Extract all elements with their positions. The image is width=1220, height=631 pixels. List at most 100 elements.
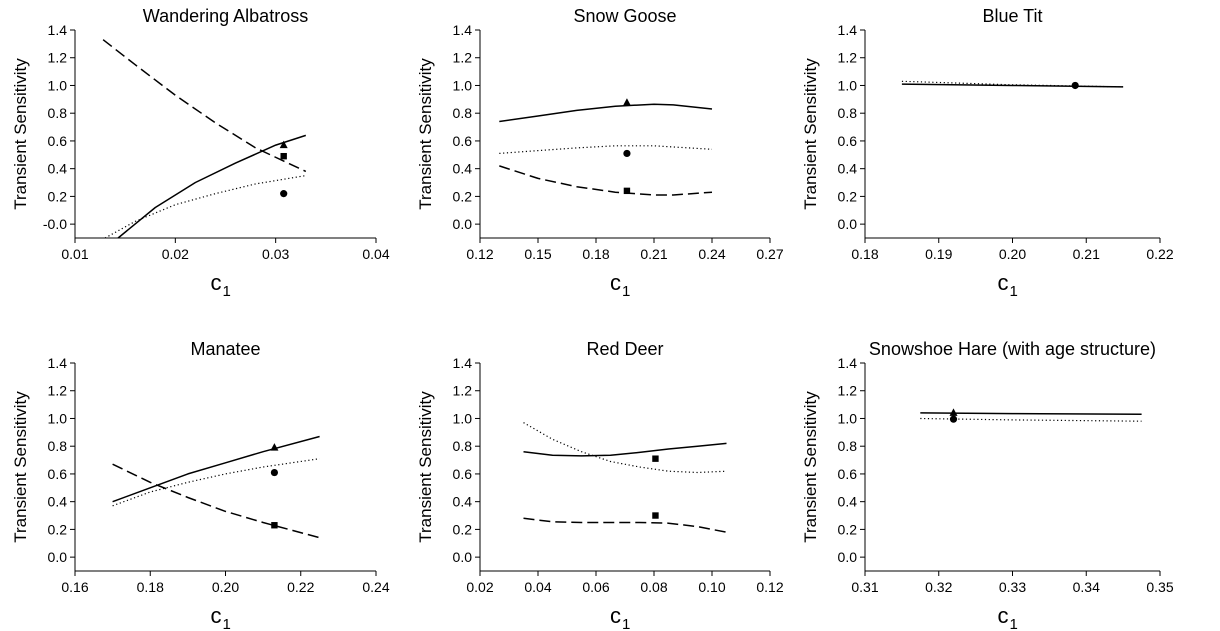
y-tick-label: 1.0 bbox=[838, 77, 858, 93]
y-axis-label: Transient Sensitivity bbox=[801, 391, 820, 543]
x-axis-label-subscript: 1 bbox=[223, 283, 231, 300]
y-tick-label: 1.2 bbox=[453, 383, 473, 399]
marker-triangle bbox=[622, 98, 631, 106]
y-tick-label: 1.0 bbox=[453, 410, 473, 426]
x-axis-label: c bbox=[998, 603, 1009, 628]
y-tick-label: 1.4 bbox=[838, 355, 858, 371]
y-tick-label: 0.2 bbox=[453, 188, 473, 204]
y-tick-label: 0.0 bbox=[838, 216, 858, 232]
y-tick-label: 1.4 bbox=[48, 22, 68, 38]
chart-title: Snow Goose bbox=[573, 6, 676, 26]
y-tick-label: 0.6 bbox=[48, 133, 68, 149]
x-axis-label-subscript: 1 bbox=[1010, 283, 1018, 300]
y-tick-label: 1.2 bbox=[838, 50, 858, 66]
y-tick-label: 0.8 bbox=[838, 105, 858, 121]
y-tick-label: -0.0 bbox=[43, 216, 67, 232]
chart-panel: 0.02 0.04 0.06 0.08 0.10 0.12 0.0 0.2 0.4 0.6 0.8 1… bbox=[416, 339, 784, 631]
series-line-dashed bbox=[523, 517, 727, 533]
x-tick-label: 0.08 bbox=[640, 579, 667, 595]
x-axis-label-subscript: 1 bbox=[622, 283, 630, 300]
chart-panel: 0.01 0.02 0.03 0.04 -0.0 0.2 0.4 0.6 0.8 1.0 1.2 1.… bbox=[11, 6, 390, 300]
x-tick-label: 0.04 bbox=[362, 246, 389, 262]
y-tick-label: 1.0 bbox=[453, 77, 473, 93]
series-line-dashed bbox=[102, 39, 307, 173]
marker-square bbox=[652, 512, 659, 519]
x-tick-label: 0.33 bbox=[999, 579, 1026, 595]
x-tick-label: 0.34 bbox=[1073, 579, 1100, 595]
series-line-dashed bbox=[112, 463, 320, 539]
y-tick-label: 1.2 bbox=[48, 383, 68, 399]
x-tick-label: 0.10 bbox=[698, 579, 725, 595]
x-tick-label: 0.02 bbox=[466, 579, 493, 595]
x-tick-label: 0.06 bbox=[582, 579, 609, 595]
x-tick-label: 0.12 bbox=[466, 246, 493, 262]
series-line-dotted bbox=[499, 145, 713, 154]
x-tick-label: 0.03 bbox=[262, 246, 289, 262]
y-axis-label: Transient Sensitivity bbox=[416, 58, 435, 210]
x-axis-label: c bbox=[211, 603, 222, 628]
series-line-solid bbox=[901, 83, 1124, 88]
x-axis-label-subscript: 1 bbox=[1010, 616, 1018, 631]
x-axis-label: c bbox=[211, 270, 222, 295]
y-tick-label: 0.6 bbox=[838, 133, 858, 149]
chart-title: Red Deer bbox=[586, 339, 663, 359]
series-line-solid bbox=[117, 134, 307, 239]
y-tick-label: 1.0 bbox=[48, 410, 68, 426]
y-tick-label: 0.2 bbox=[453, 521, 473, 537]
y-tick-label: 0.0 bbox=[453, 549, 473, 565]
marker-square bbox=[271, 522, 278, 529]
x-axis-label: c bbox=[610, 603, 621, 628]
y-tick-label: 0.8 bbox=[48, 105, 68, 121]
x-tick-label: 0.20 bbox=[999, 246, 1026, 262]
y-tick-label: 1.4 bbox=[453, 355, 473, 371]
y-tick-label: 1.2 bbox=[48, 50, 68, 66]
x-tick-label: 0.22 bbox=[1146, 246, 1173, 262]
x-tick-label: 0.18 bbox=[582, 246, 609, 262]
y-tick-label: 0.8 bbox=[453, 438, 473, 454]
x-tick-label: 0.12 bbox=[756, 579, 783, 595]
y-tick-label: 0.8 bbox=[48, 438, 68, 454]
y-tick-label: 0.2 bbox=[48, 521, 68, 537]
y-tick-label: 0.2 bbox=[838, 188, 858, 204]
x-tick-label: 0.21 bbox=[640, 246, 667, 262]
y-tick-label: 0.8 bbox=[453, 105, 473, 121]
y-tick-label: 0.4 bbox=[48, 494, 68, 510]
y-tick-label: 1.4 bbox=[838, 22, 858, 38]
y-tick-label: 0.0 bbox=[453, 216, 473, 232]
y-tick-label: 1.0 bbox=[48, 77, 68, 93]
y-axis-label: Transient Sensitivity bbox=[416, 391, 435, 543]
y-tick-label: 0.0 bbox=[838, 549, 858, 565]
x-tick-label: 0.04 bbox=[524, 579, 551, 595]
y-tick-label: 0.6 bbox=[838, 466, 858, 482]
chart-title: Wandering Albatross bbox=[143, 6, 308, 26]
marker-triangle bbox=[279, 140, 288, 149]
x-tick-label: 0.16 bbox=[61, 579, 88, 595]
chart-title: Snowshoe Hare (with age structure) bbox=[869, 339, 1156, 359]
x-tick-label: 0.24 bbox=[698, 246, 725, 262]
series-line-solid bbox=[499, 103, 713, 123]
marker-square bbox=[652, 455, 659, 462]
series-line-dotted bbox=[901, 80, 1124, 88]
y-tick-label: 1.2 bbox=[453, 50, 473, 66]
marker-circle bbox=[270, 468, 279, 477]
chart-panel: 0.12 0.15 0.18 0.21 0.24 0.27 0.0 0.2 0.4 0.6 0.8 1… bbox=[416, 6, 784, 300]
y-tick-label: 1.0 bbox=[838, 410, 858, 426]
y-tick-label: 0.8 bbox=[838, 438, 858, 454]
chart-title: Blue Tit bbox=[982, 6, 1042, 26]
marker-square bbox=[280, 152, 287, 160]
x-tick-label: 0.20 bbox=[212, 579, 239, 595]
y-tick-label: 0.4 bbox=[838, 161, 858, 177]
x-tick-label: 0.18 bbox=[851, 246, 878, 262]
chart-title: Manatee bbox=[190, 339, 260, 359]
y-tick-label: 0.6 bbox=[453, 133, 473, 149]
x-tick-label: 0.24 bbox=[362, 579, 389, 595]
x-tick-label: 0.18 bbox=[137, 579, 164, 595]
x-axis-label-subscript: 1 bbox=[223, 616, 231, 631]
series-line-dotted bbox=[104, 175, 306, 239]
y-tick-label: 0.6 bbox=[48, 466, 68, 482]
y-tick-label: 1.4 bbox=[453, 22, 473, 38]
y-tick-label: 0.0 bbox=[48, 549, 68, 565]
series-line-solid bbox=[112, 435, 320, 503]
x-axis-label-subscript: 1 bbox=[622, 616, 630, 631]
